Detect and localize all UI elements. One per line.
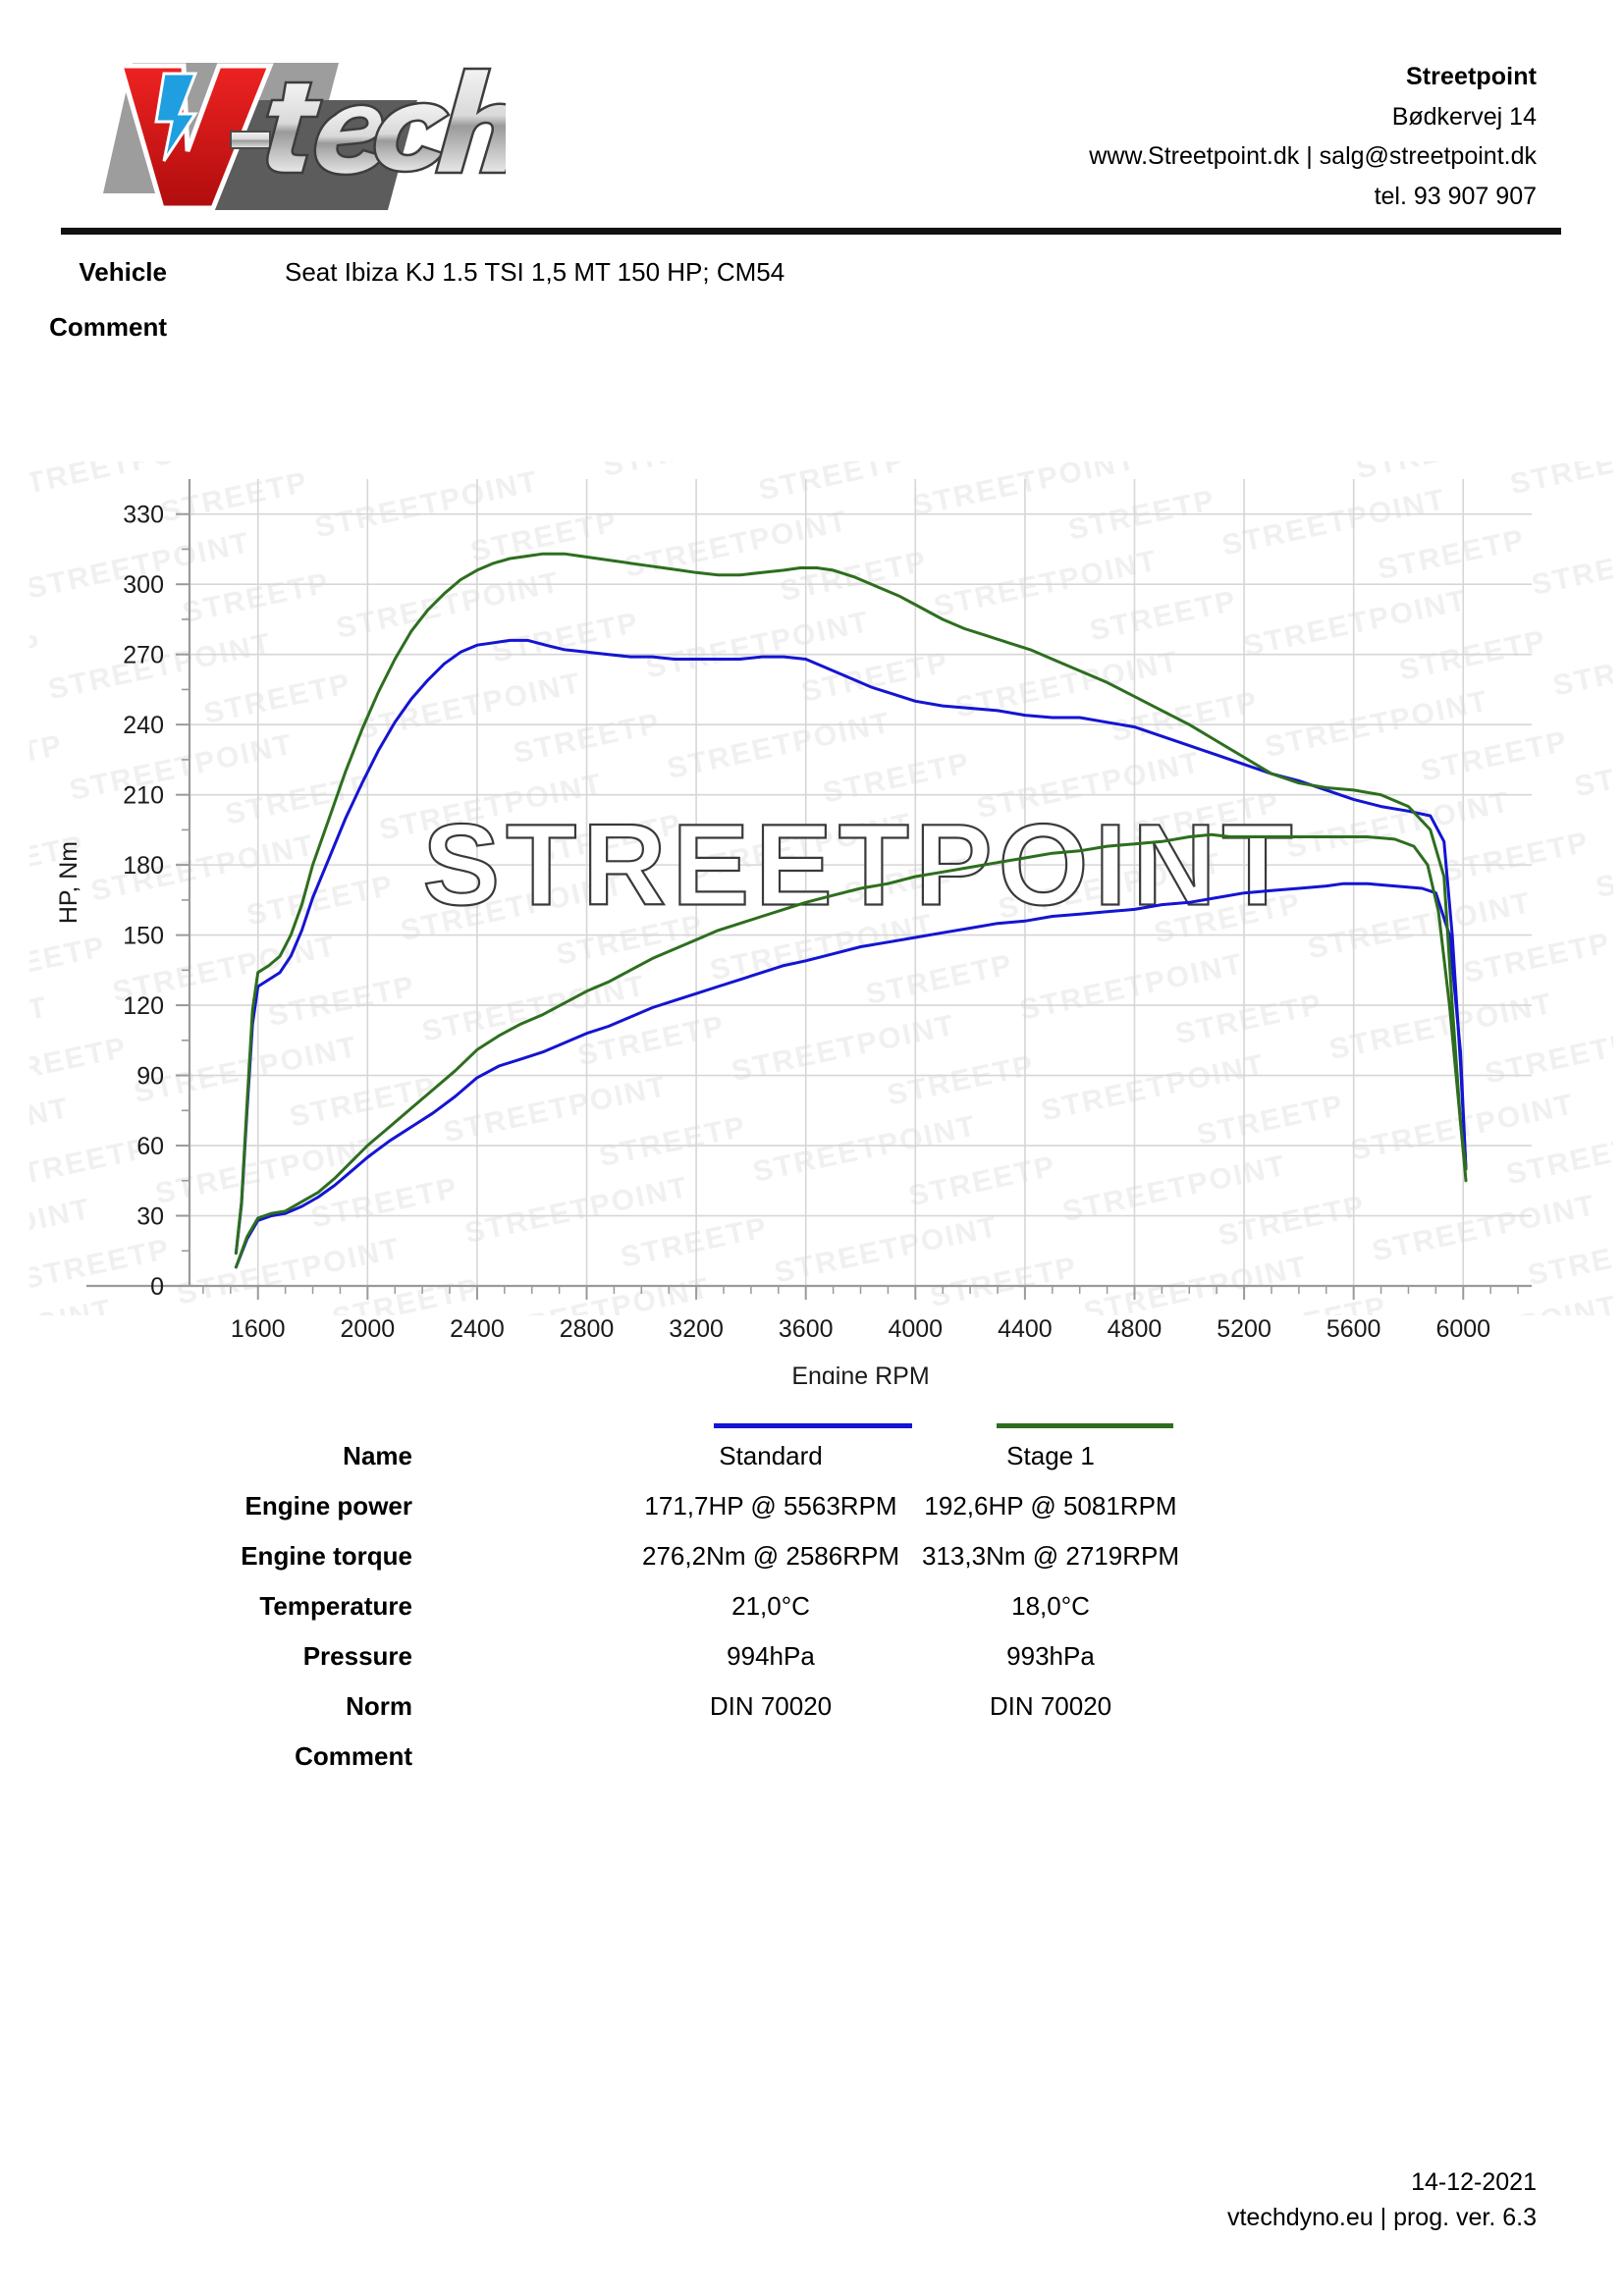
svg-text:STREETPOINT: STREETPOINT [422, 801, 1298, 931]
table-row: Pressure 994hPa 993hPa [0, 1641, 1623, 1691]
table-row: Name Standard Stage 1 [0, 1441, 1623, 1491]
row-label: Pressure [302, 1641, 412, 1671]
company-web-email: www.Streetpoint.dk | salg@streetpoint.dk [1089, 142, 1537, 170]
row-standard: 994hPa [727, 1641, 815, 1671]
svg-text:240: 240 [123, 712, 164, 739]
svg-text:120: 120 [123, 992, 164, 1020]
row-label: Comment [295, 1741, 412, 1771]
vehicle-meta: Vehicle Seat Ibiza KJ 1.5 TSI 1,5 MT 150… [0, 257, 1623, 367]
row-stage1: DIN 70020 [989, 1691, 1112, 1721]
svg-text:270: 270 [123, 642, 164, 669]
table-row: Engine torque 276,2Nm @ 2586RPM 313,3Nm … [0, 1541, 1623, 1591]
row-label: Norm [346, 1691, 412, 1721]
row-stage1: 313,3Nm @ 2719RPM [922, 1541, 1179, 1571]
legend-swatch-standard [714, 1423, 912, 1428]
svg-text:6000: 6000 [1435, 1315, 1490, 1343]
row-standard: 171,7HP @ 5563RPM [644, 1491, 897, 1521]
row-standard: Standard [719, 1441, 823, 1470]
svg-text:90: 90 [136, 1063, 164, 1091]
comment-label: Comment [49, 312, 167, 342]
company-address: Streetpoint Bødkervej 14 www.Streetpoint… [1089, 57, 1537, 216]
vehicle-label: Vehicle [79, 257, 167, 287]
page-footer: 14-12-2021 vtechdyno.eu | prog. ver. 6.3 [1227, 2164, 1537, 2236]
program-version: vtechdyno.eu | prog. ver. 6.3 [1226, 2203, 1537, 2231]
legend-row [0, 1414, 1623, 1441]
company-street: Bødkervej 14 [1391, 102, 1537, 131]
svg-text:2800: 2800 [560, 1315, 615, 1343]
table-row: Comment [0, 1741, 1623, 1791]
row-stage1: 993hPa [1006, 1641, 1095, 1671]
svg-text:150: 150 [123, 923, 164, 950]
row-standard: 276,2Nm @ 2586RPM [642, 1541, 899, 1571]
vtech-logo [93, 41, 522, 218]
svg-text:2000: 2000 [341, 1315, 396, 1343]
results-table: Name Standard Stage 1 Engine power 171,7… [0, 1414, 1623, 1791]
row-stage1: 18,0°C [1011, 1591, 1090, 1621]
svg-text:4000: 4000 [888, 1315, 943, 1343]
svg-text:1600: 1600 [231, 1315, 286, 1343]
svg-text:330: 330 [123, 502, 164, 529]
vehicle-row: Vehicle Seat Ibiza KJ 1.5 TSI 1,5 MT 150… [0, 257, 1623, 312]
row-label: Engine torque [241, 1541, 412, 1571]
page-header: Streetpoint Bødkervej 14 www.Streetpoint… [0, 0, 1623, 247]
svg-text:2400: 2400 [450, 1315, 505, 1343]
svg-text:60: 60 [136, 1133, 164, 1160]
svg-text:3200: 3200 [669, 1315, 724, 1343]
table-row: Engine power 171,7HP @ 5563RPM 192,6HP @… [0, 1491, 1623, 1541]
dyno-chart-svg: STREETPOINTSTREETPOINTSTREETPOINT0306090… [0, 461, 1623, 1384]
row-stage1: Stage 1 [1006, 1441, 1095, 1470]
company-name: Streetpoint [1405, 63, 1537, 90]
svg-text:5600: 5600 [1326, 1315, 1381, 1343]
report-date: 14-12-2021 [1411, 2167, 1537, 2196]
table-row: Norm DIN 70020 DIN 70020 [0, 1691, 1623, 1741]
svg-text:180: 180 [123, 852, 164, 880]
row-standard: DIN 70020 [709, 1691, 833, 1721]
svg-text:3600: 3600 [779, 1315, 834, 1343]
svg-text:0: 0 [150, 1273, 164, 1301]
svg-text:210: 210 [123, 782, 164, 810]
legend-swatch-stage1 [997, 1423, 1173, 1428]
row-standard: 21,0°C [731, 1591, 810, 1621]
svg-text:4400: 4400 [998, 1315, 1053, 1343]
svg-text:5200: 5200 [1217, 1315, 1271, 1343]
row-label: Engine power [244, 1491, 412, 1521]
comment-row: Comment [0, 312, 1623, 367]
row-label: Temperature [259, 1591, 412, 1621]
svg-text:300: 300 [123, 571, 164, 599]
row-stage1: 192,6HP @ 5081RPM [924, 1491, 1177, 1521]
header-divider [61, 228, 1561, 235]
table-row: Temperature 21,0°C 18,0°C [0, 1591, 1623, 1641]
company-phone: tel. 93 907 907 [1374, 182, 1537, 210]
svg-text:Engine RPM: Engine RPM [791, 1362, 929, 1384]
svg-text:HP, Nm: HP, Nm [55, 841, 82, 924]
row-label: Name [343, 1441, 412, 1470]
dyno-chart: STREETPOINTSTREETPOINTSTREETPOINT0306090… [0, 461, 1623, 1384]
svg-text:4800: 4800 [1108, 1315, 1163, 1343]
svg-text:30: 30 [136, 1203, 164, 1231]
vehicle-value: Seat Ibiza KJ 1.5 TSI 1,5 MT 150 HP; CM5… [285, 257, 785, 287]
